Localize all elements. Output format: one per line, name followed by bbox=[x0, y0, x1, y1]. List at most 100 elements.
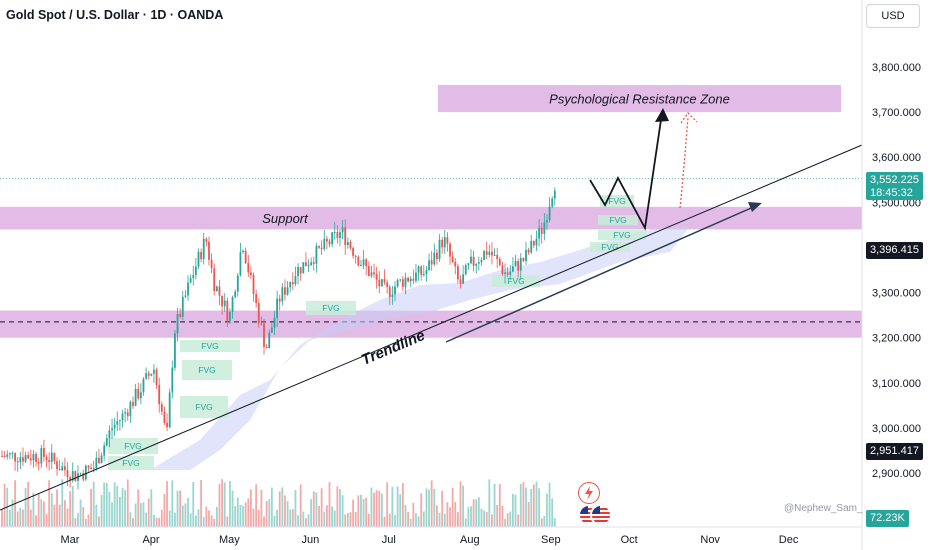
candle-body bbox=[509, 271, 512, 275]
candle-body bbox=[420, 266, 423, 275]
candle-body bbox=[100, 455, 103, 464]
currency-button[interactable]: USD bbox=[866, 4, 920, 28]
candle-body bbox=[194, 266, 197, 275]
candle-body bbox=[525, 249, 527, 262]
volume-bar bbox=[239, 504, 242, 527]
candle-body bbox=[540, 227, 543, 234]
volume-bar bbox=[116, 485, 119, 527]
volume-bar bbox=[40, 499, 43, 527]
volume-bar bbox=[517, 514, 520, 527]
volume-bar bbox=[126, 479, 129, 527]
volume-bar bbox=[388, 513, 391, 527]
candle-body bbox=[344, 227, 347, 246]
candle-body bbox=[205, 238, 208, 242]
volume-bar bbox=[66, 508, 69, 527]
candle-body bbox=[415, 272, 417, 281]
candle-body bbox=[134, 388, 137, 406]
candle-body bbox=[467, 263, 470, 266]
volume-bar bbox=[226, 516, 229, 527]
fvg-box bbox=[180, 340, 240, 352]
price-zone bbox=[0, 206, 862, 230]
volume-bar bbox=[493, 483, 496, 527]
candle-body bbox=[302, 262, 305, 274]
time-tick-label: Jun bbox=[302, 534, 320, 546]
level-tag-2: 2,951.417 bbox=[866, 443, 923, 460]
volume-bar bbox=[373, 492, 375, 527]
candle-body bbox=[323, 238, 326, 249]
candle-body bbox=[538, 227, 540, 239]
candle-body bbox=[470, 256, 472, 264]
candle-body bbox=[370, 272, 373, 276]
candle-body bbox=[61, 466, 64, 471]
volume-bar bbox=[441, 490, 444, 527]
volume-bar bbox=[134, 503, 137, 527]
candle-body bbox=[425, 270, 428, 274]
price-tick-label: 3,100.000 bbox=[872, 378, 921, 390]
candle-body bbox=[454, 262, 457, 267]
volume-bar bbox=[11, 499, 14, 527]
fvg-box bbox=[590, 242, 630, 252]
volume-bar bbox=[139, 503, 142, 527]
volume-bar bbox=[24, 488, 27, 527]
lightning-icon[interactable] bbox=[578, 482, 600, 504]
candle-body bbox=[485, 251, 488, 255]
volume-bar bbox=[215, 506, 218, 527]
candle-body bbox=[221, 295, 223, 307]
volume-bar bbox=[488, 479, 491, 527]
volume-bar bbox=[433, 488, 436, 527]
volume-bar bbox=[454, 502, 457, 527]
volume-bar bbox=[436, 505, 438, 527]
volume-bar bbox=[234, 505, 237, 527]
candle-body bbox=[147, 373, 150, 376]
candle-body bbox=[373, 272, 375, 275]
volume-bar bbox=[105, 483, 108, 527]
candle-body bbox=[187, 282, 189, 296]
fvg-box bbox=[182, 360, 232, 380]
volume-bar bbox=[79, 499, 82, 527]
volume-bar bbox=[370, 487, 373, 527]
candle-body bbox=[90, 467, 92, 469]
candle-body bbox=[307, 265, 310, 267]
candle-body bbox=[129, 401, 132, 417]
candle-body bbox=[150, 373, 153, 376]
volume-bar bbox=[145, 512, 147, 527]
us-flag-icon-2[interactable] bbox=[590, 504, 612, 526]
volume-bar bbox=[538, 488, 540, 527]
volume-bar bbox=[449, 507, 451, 527]
candle-body bbox=[456, 266, 459, 280]
candle-body bbox=[522, 258, 525, 262]
price-tick-label: 3,300.000 bbox=[872, 288, 921, 300]
volume-bar bbox=[150, 489, 153, 527]
candle-body bbox=[273, 317, 276, 328]
volume-bar bbox=[87, 514, 90, 527]
candle-body bbox=[16, 461, 19, 463]
candle-body bbox=[174, 333, 176, 368]
fvg-box bbox=[492, 275, 540, 287]
volume-bar bbox=[394, 515, 396, 527]
volume-bar bbox=[218, 484, 221, 527]
candle-body bbox=[312, 262, 315, 264]
volume-bar bbox=[446, 502, 449, 527]
volume-bar bbox=[391, 486, 394, 527]
volume-bar bbox=[255, 484, 258, 527]
candle-body bbox=[491, 251, 493, 256]
candle-body bbox=[401, 279, 404, 287]
volume-bar bbox=[111, 502, 113, 527]
candle-body bbox=[250, 272, 252, 276]
volume-bar bbox=[404, 504, 407, 527]
candle-body bbox=[242, 250, 244, 253]
volume-bar bbox=[71, 485, 74, 527]
candle-body bbox=[63, 466, 66, 471]
volume-bar bbox=[268, 499, 271, 527]
fvg-label: FVG bbox=[201, 341, 218, 351]
candle-body bbox=[171, 367, 174, 393]
volume-bar bbox=[430, 480, 433, 527]
candle-body bbox=[116, 421, 119, 425]
volume-bar bbox=[37, 493, 40, 527]
volume-bar bbox=[200, 479, 203, 527]
candle-body bbox=[260, 323, 263, 325]
volume-bar bbox=[540, 518, 543, 527]
volume-bar bbox=[210, 515, 213, 527]
volume-bar bbox=[194, 515, 197, 527]
